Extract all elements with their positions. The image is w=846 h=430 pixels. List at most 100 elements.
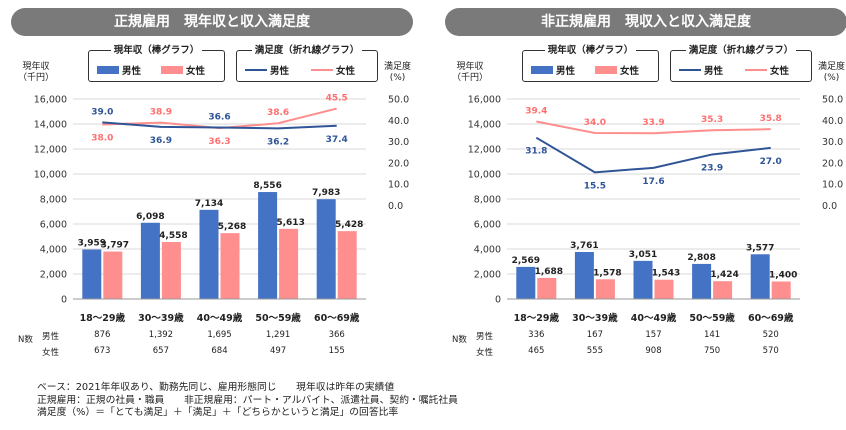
- bar-female: [595, 279, 615, 299]
- bar-female-label: 5,428: [335, 220, 363, 230]
- bar-female: [713, 281, 733, 299]
- n-value-male: 520: [762, 330, 779, 340]
- right-axis-unit-line2: (%): [389, 73, 406, 83]
- female-bar-swatch: [595, 66, 617, 74]
- line-male-label: 17.6: [642, 177, 664, 187]
- bar-male: [516, 266, 536, 299]
- right-axis-unit-line1: 満足度: [818, 62, 846, 72]
- left-axis-unit-line2: （千円）: [452, 73, 489, 83]
- line-male-label: 23.9: [701, 163, 723, 173]
- line-legend-title: 満足度（折れ線グラフ）: [685, 45, 797, 56]
- bar-legend-title: 現年収（棒グラフ）: [544, 45, 637, 56]
- n-value-female: 570: [762, 346, 779, 356]
- legend-female-bar: 女性: [161, 63, 205, 77]
- left-axis-unit: 現年収 （千円）: [452, 62, 488, 84]
- y2-tick-label: 40.0: [822, 116, 843, 127]
- bar-female-label: 4,558: [159, 231, 187, 241]
- legend-label: 男性: [122, 66, 142, 77]
- y-tick-label: 16,000: [34, 95, 67, 106]
- line-female-label: 35.3: [701, 115, 723, 125]
- right-axis-unit: 満足度 (%): [818, 62, 845, 84]
- y-tick-label: 2,000: [474, 270, 501, 281]
- x-tick-label: 30～39歳: [572, 312, 618, 324]
- line-female: [536, 120, 771, 135]
- bar-male-label: 2,569: [512, 256, 540, 266]
- y2-tick-label: 50.0: [822, 95, 843, 106]
- line-male: [102, 121, 337, 130]
- female-line-swatch: [311, 69, 333, 71]
- y-tick-label: 10,000: [468, 170, 501, 181]
- bar-male-label: 7,983: [312, 188, 340, 198]
- line-female-label: 34.0: [584, 118, 606, 128]
- bar-male: [316, 199, 336, 299]
- legend-male-line: 男性: [245, 63, 289, 77]
- y-tick-label: 8,000: [474, 195, 501, 206]
- bar-male: [82, 249, 102, 299]
- line-male-label: 15.5: [584, 181, 606, 191]
- n-value-female: 657: [152, 346, 169, 356]
- n-male-label: 男性: [476, 332, 494, 342]
- chart-plot: 0 2,000 4,000 6,000 8,000 10,000 12,000 14,000 1…: [468, 95, 843, 325]
- bar-male: [633, 260, 653, 299]
- y2-tick-label: 20.0: [388, 158, 409, 169]
- bar-legend: 現年収（棒グラフ） 男性 女性: [522, 45, 659, 82]
- left-axis-unit: 現年収 （千円）: [18, 62, 54, 84]
- y-tick-label: 14,000: [34, 120, 67, 131]
- bar-male: [199, 209, 219, 299]
- n-value-male: 1,695: [207, 330, 232, 340]
- female-bar-swatch: [161, 66, 183, 74]
- y-tick-label: 6,000: [40, 220, 67, 231]
- n-value-male: 157: [645, 330, 662, 340]
- bar-male: [574, 251, 594, 299]
- bar-male-label: 7,134: [195, 199, 223, 209]
- y-tick-label: 12,000: [34, 145, 67, 156]
- n-value-female: 555: [586, 346, 603, 356]
- y2-tick-label: 30.0: [388, 137, 409, 148]
- y2-tick-label: 50.0: [388, 95, 409, 106]
- bar-male-label: 3,761: [570, 241, 598, 251]
- line-female-label: 39.4: [525, 107, 547, 117]
- legend-label: 女性: [336, 66, 356, 77]
- legend-label: 男性: [270, 66, 290, 77]
- bar-male-label: 3,051: [629, 250, 657, 260]
- n-value-male: 1,392: [148, 330, 174, 340]
- n-value-male: 141: [703, 330, 721, 340]
- line-legend: 満足度（折れ線グラフ） 男性 女性: [236, 45, 378, 82]
- n-value-female: 497: [269, 346, 287, 356]
- legend-male-bar: 男性: [531, 63, 575, 77]
- y2-tick-label: 30.0: [822, 137, 843, 148]
- y-tick-label: 4,000: [40, 245, 67, 256]
- bar-male-label: 2,808: [687, 253, 715, 263]
- x-tick-label: 50～59歳: [255, 312, 301, 324]
- y2-tick-label: 20.0: [822, 158, 843, 169]
- n-value-male: 366: [328, 330, 345, 340]
- n-value-female: 908: [645, 346, 662, 356]
- line-male-label: 36.2: [267, 137, 289, 147]
- y-tick-label: 10,000: [34, 170, 67, 181]
- male-line-swatch: [679, 69, 701, 71]
- y-tick-label: 4,000: [474, 245, 501, 256]
- n-value-female: 673: [94, 346, 111, 356]
- bar-female: [337, 231, 357, 299]
- x-tick-label: 18～29歳: [514, 312, 560, 324]
- x-tick-label: 40～49歳: [631, 312, 677, 324]
- bar-female: [537, 277, 557, 299]
- legend-female-line: 女性: [745, 63, 789, 77]
- right-axis-unit-line1: 満足度: [384, 62, 412, 72]
- legend-female-bar: 女性: [595, 63, 639, 77]
- bar-legend-title: 現年収（棒グラフ）: [110, 45, 203, 56]
- y-tick-label: 0: [495, 295, 501, 306]
- n-value-female: 155: [328, 346, 345, 356]
- legend-male-bar: 男性: [97, 63, 141, 77]
- y-tick-label: 6,000: [474, 220, 501, 231]
- line-female-label: 35.8: [760, 114, 782, 124]
- bar-female-label: 5,268: [218, 222, 246, 232]
- x-tick-label: 18～29歳: [80, 312, 126, 324]
- chart-title: 正規雇用 現年収と収入満足度: [11, 8, 413, 36]
- bar-female: [161, 242, 181, 299]
- legend-label: 男性: [556, 66, 576, 77]
- bar-female-label: 1,400: [769, 271, 797, 281]
- bar-male: [750, 254, 770, 299]
- line-male-label: 31.8: [525, 147, 547, 157]
- right-axis-unit-line2: (%): [823, 73, 840, 83]
